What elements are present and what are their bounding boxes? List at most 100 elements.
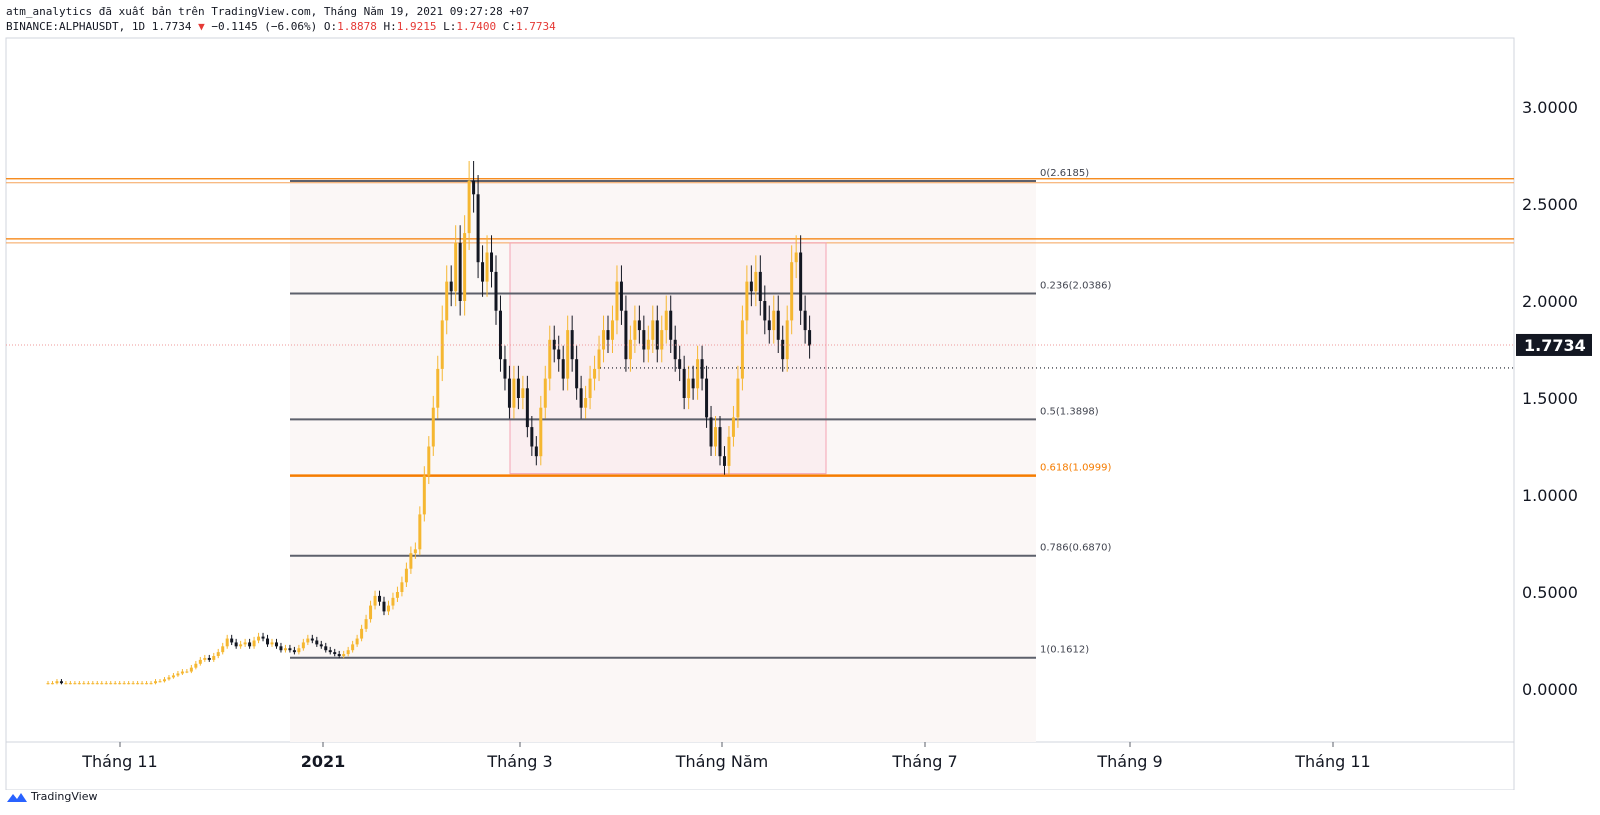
candle-body — [154, 681, 158, 684]
candle-body — [610, 320, 614, 340]
candle-body — [561, 359, 565, 379]
candle-body — [145, 683, 149, 685]
candle-body — [239, 644, 243, 647]
candle-body — [292, 650, 296, 653]
candle-body — [418, 514, 422, 550]
candle-body — [364, 619, 368, 629]
candle-body — [221, 646, 225, 653]
candle-body — [628, 339, 632, 360]
candle-body — [270, 642, 274, 645]
candle-body — [445, 281, 449, 321]
candle-body — [95, 683, 99, 685]
fib-label: 0.786(0.6870) — [1040, 543, 1112, 554]
candle-body — [306, 638, 310, 643]
candle-body — [736, 378, 740, 418]
time-tick-label: 2021 — [301, 752, 346, 771]
open-label: O: — [323, 20, 338, 33]
fib-label: 0.236(2.0386) — [1040, 281, 1112, 292]
candle-body — [427, 446, 431, 476]
footer: TradingView — [6, 790, 97, 803]
candle-body — [516, 378, 520, 398]
candle-body — [315, 640, 319, 645]
candle-body — [619, 281, 623, 311]
candle-body — [637, 320, 641, 331]
candle-body — [440, 320, 444, 369]
price-tick-label: 0.0000 — [1522, 680, 1578, 699]
candle-body — [785, 320, 789, 360]
last-value: 1.7734 — [151, 20, 192, 33]
candle-body — [530, 427, 534, 447]
candle-body — [799, 252, 803, 311]
time-tick-label: Tháng 11 — [1294, 752, 1370, 771]
candle-body — [77, 683, 81, 685]
candle-body — [763, 301, 767, 321]
candle-body — [171, 675, 175, 678]
fib-background — [290, 181, 1036, 743]
candle-body — [731, 417, 735, 437]
candle-body — [700, 359, 704, 379]
candle-body — [46, 683, 50, 685]
candle-body — [507, 378, 511, 408]
candle-body — [162, 679, 166, 682]
candle-body — [373, 595, 377, 606]
candle-body — [212, 656, 216, 660]
price-chart[interactable]: 0(2.6185) 0.236(2.0386) 0.5(1.3898) 0.618(1… — [0, 0, 1600, 790]
candle-body — [198, 659, 202, 664]
candle-body — [91, 683, 95, 685]
candle-body — [557, 349, 561, 360]
candle-body — [696, 359, 700, 389]
candle-body — [324, 646, 328, 651]
candle-body — [463, 233, 467, 301]
change-value: −0.1145 (−6.06%) — [211, 20, 318, 33]
candle-body — [758, 271, 762, 301]
candle-body — [283, 648, 287, 651]
candle-body — [257, 636, 261, 641]
fib-label: 0(2.6185) — [1040, 168, 1089, 179]
candle-body — [494, 271, 498, 311]
candle-body — [794, 252, 798, 263]
candle-body — [100, 683, 104, 685]
candle-body — [664, 310, 668, 331]
candle-body — [248, 642, 252, 647]
candle-body — [678, 359, 682, 369]
candle-body — [539, 407, 543, 457]
candle-body — [682, 368, 686, 398]
time-tick-label: Tháng Năm — [675, 752, 768, 771]
candle-body — [575, 359, 579, 389]
price-tick-label: 1.0000 — [1522, 486, 1578, 505]
time-tick-label: Tháng 7 — [891, 752, 957, 771]
candle-body — [472, 180, 476, 195]
candle-body — [59, 681, 63, 684]
candle-body — [176, 673, 180, 676]
candle-body — [167, 677, 171, 680]
candle-body — [436, 368, 440, 408]
candles — [46, 160, 812, 685]
time-axis[interactable]: Tháng 11 2021 Tháng 3 Tháng Năm Tháng 7 Tháng… — [81, 742, 1371, 771]
candle-body — [279, 646, 283, 651]
tradingview-logo-icon — [7, 792, 27, 802]
candle-body — [597, 349, 601, 369]
candle-body — [476, 194, 480, 263]
candle-body — [754, 271, 758, 292]
candle-body — [458, 242, 462, 301]
candle-body — [709, 417, 713, 447]
candle-body — [386, 605, 390, 612]
candle-body — [808, 330, 812, 346]
resistance-lines — [6, 178, 1514, 244]
candle-body — [68, 683, 72, 685]
close-label: C: — [502, 20, 517, 33]
candle-body — [203, 657, 207, 660]
candle-body — [86, 683, 90, 685]
brand-label: TradingView — [31, 790, 98, 803]
candle-body — [543, 378, 547, 408]
candle-body — [722, 456, 726, 466]
candle-body — [185, 671, 189, 673]
candle-body — [382, 601, 386, 612]
candle-body — [651, 320, 655, 340]
candle-body — [485, 252, 489, 282]
fib-levels[interactable]: 0(2.6185) 0.236(2.0386) 0.5(1.3898) 0.618(1… — [290, 168, 1112, 659]
close-value: 1.7734 — [516, 20, 556, 33]
candle-body — [593, 368, 597, 379]
price-axis[interactable]: 3.0000 2.5000 2.0000 1.5000 1.0000 0.5000 0.00… — [1516, 98, 1592, 699]
published-line: atm_analytics đã xuất bản trên TradingVi… — [6, 5, 530, 18]
